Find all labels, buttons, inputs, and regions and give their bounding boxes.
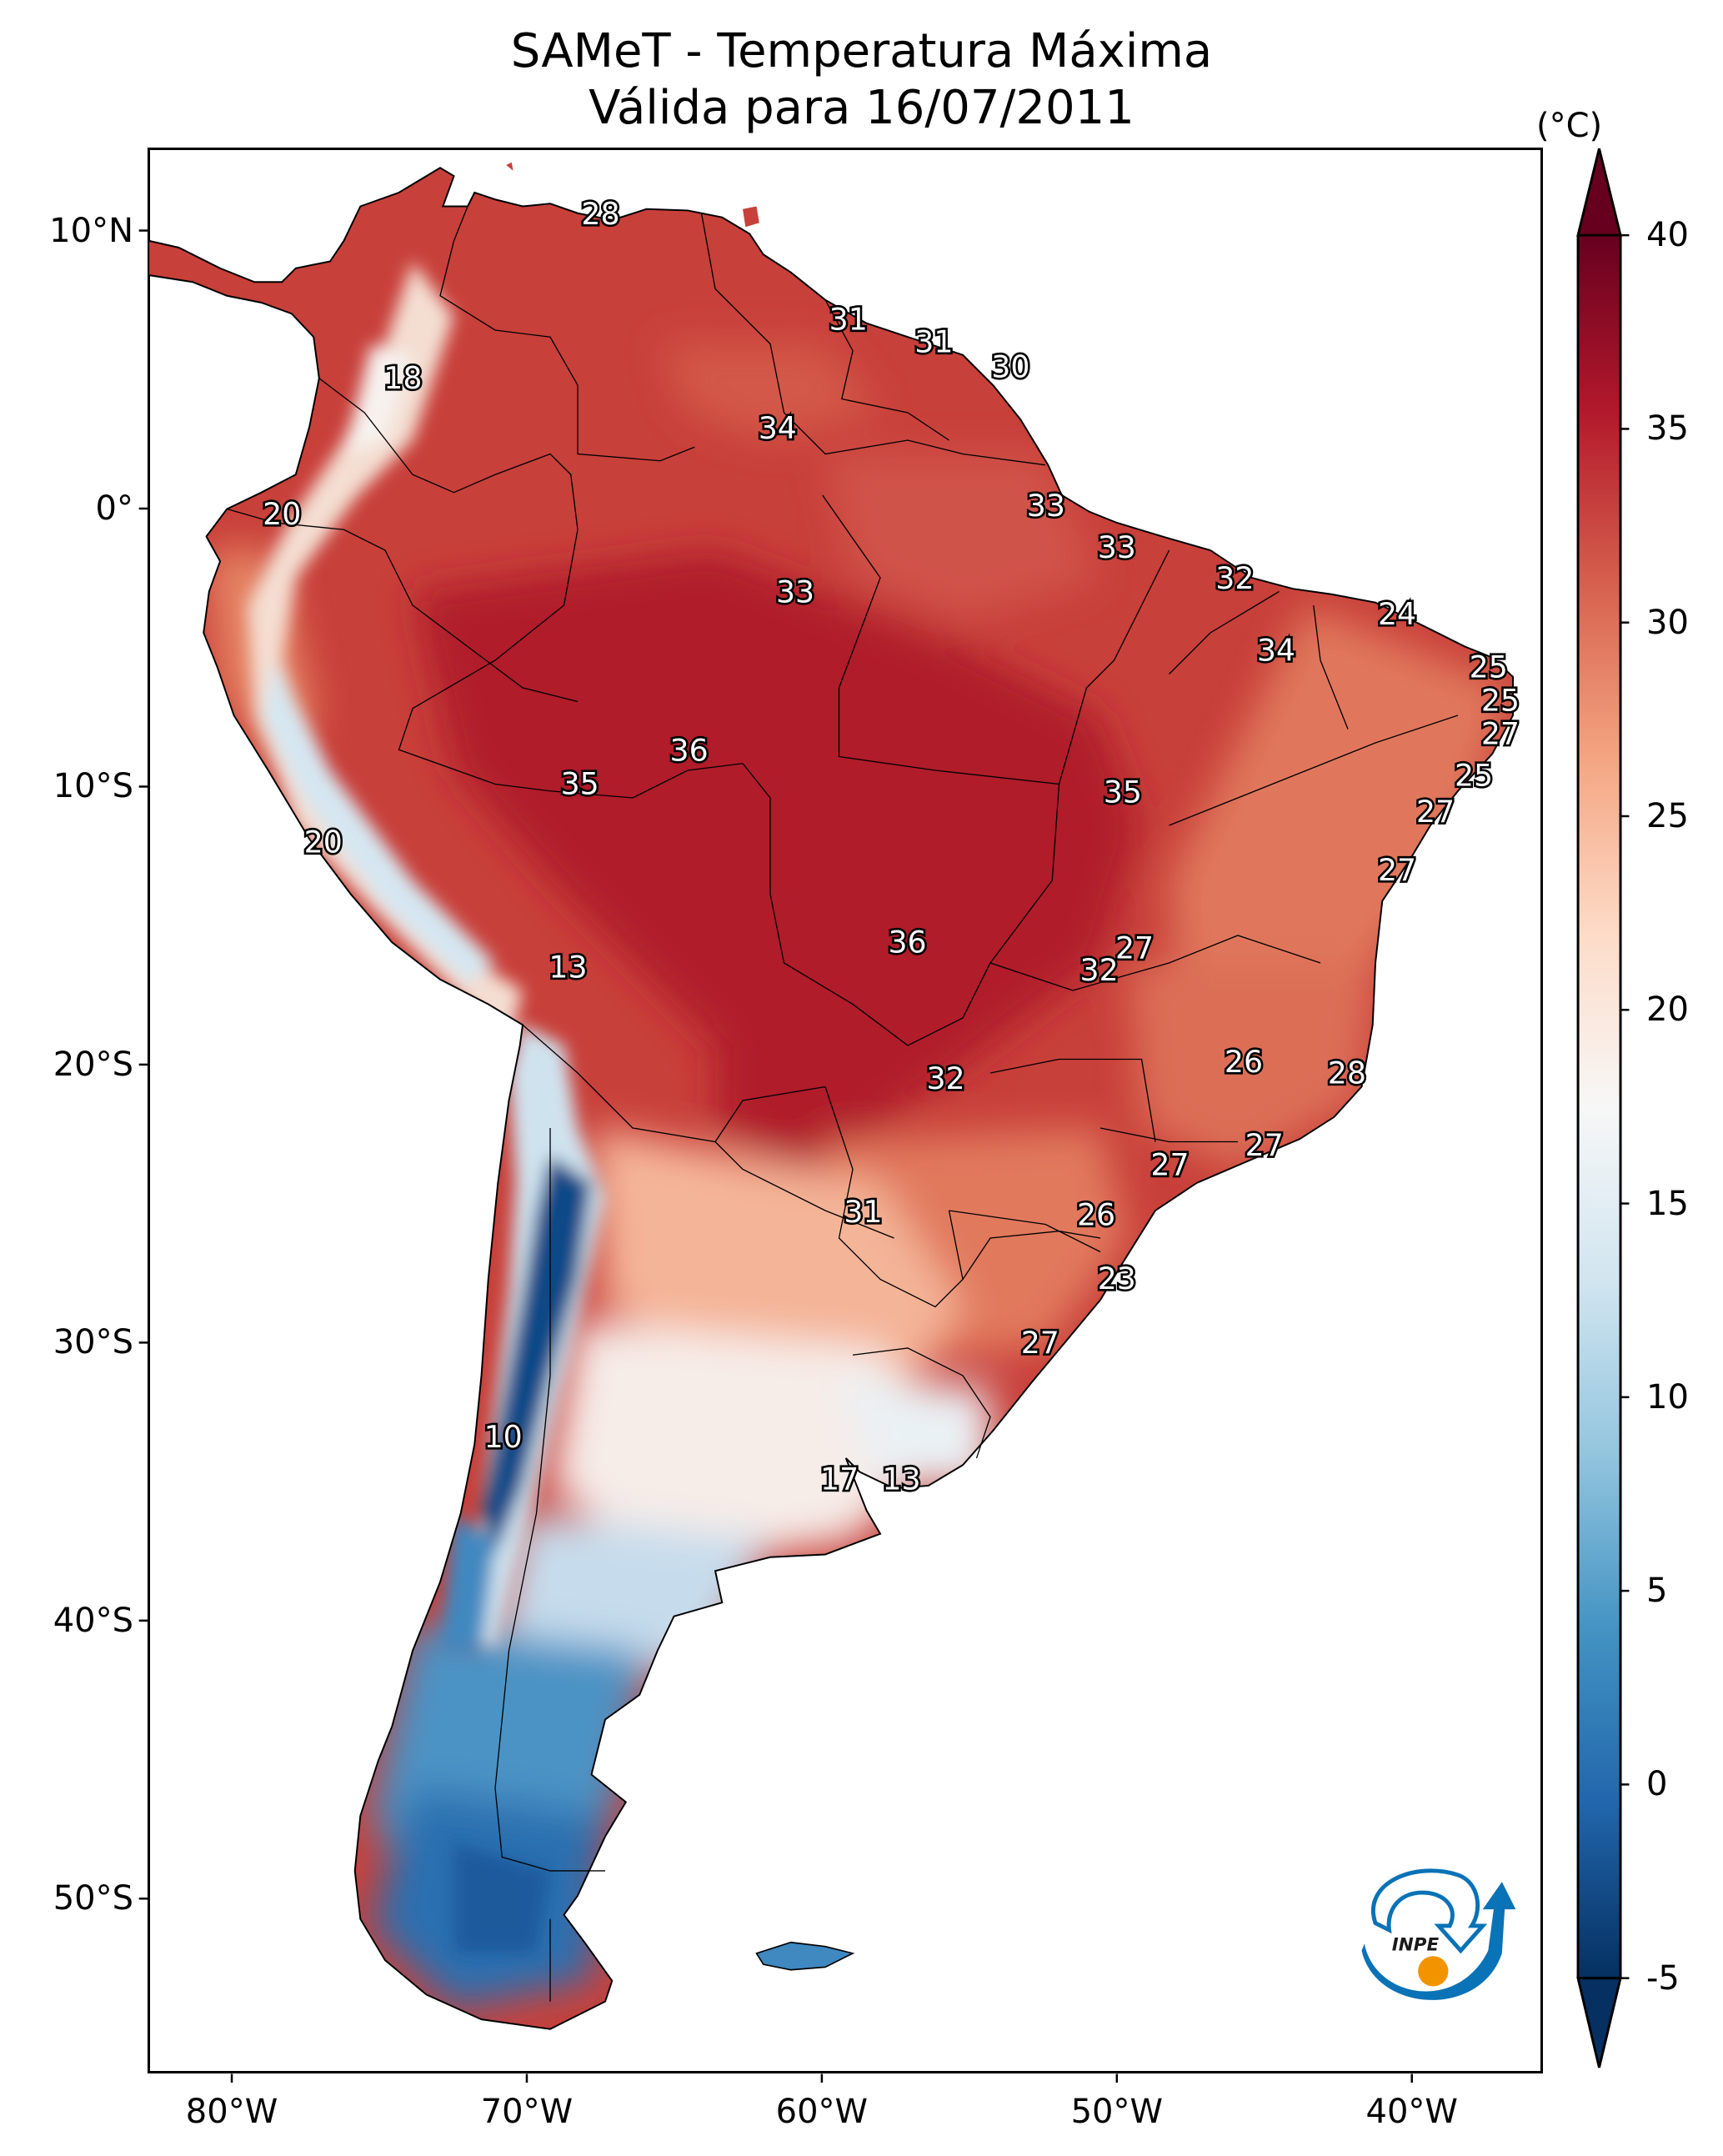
- temperature-label: 28: [581, 196, 619, 232]
- temperature-label: 27: [1416, 794, 1455, 830]
- temperature-label: 25: [1470, 649, 1508, 685]
- lat-tick-label: 10°S: [53, 767, 133, 806]
- inpe-logo-text: INPE: [1392, 1935, 1440, 1956]
- temperature-label: 33: [1098, 529, 1136, 565]
- temperature-label: 18: [383, 360, 422, 396]
- colorbar-tick-label: 20: [1646, 990, 1689, 1030]
- temperature-label: 30: [991, 348, 1029, 384]
- temperature-label: 36: [888, 925, 926, 960]
- temperature-label: 35: [1104, 775, 1142, 810]
- colorbar-tick-label: 10: [1646, 1377, 1689, 1416]
- colorbar-tick-label: 5: [1646, 1572, 1668, 1611]
- lat-tick-label: 20°S: [53, 1045, 133, 1084]
- temperature-label: 28: [1328, 1055, 1366, 1091]
- lon-tick-label: 80°W: [185, 2093, 278, 2131]
- temperature-label: 24: [1378, 596, 1416, 632]
- temperature-label: 32: [1079, 952, 1118, 988]
- temperature-label: 27: [1245, 1127, 1284, 1163]
- temperature-label: 33: [1027, 488, 1065, 524]
- temperature-label: 10: [484, 1419, 523, 1455]
- temperature-label: 20: [304, 825, 343, 860]
- temperature-label: 25: [1481, 683, 1520, 719]
- inpe-logo: INPE: [1361, 1868, 1516, 2000]
- temperature-label: 34: [759, 410, 797, 446]
- lon-tick-label: 50°W: [1070, 2093, 1164, 2131]
- temperature-label: 34: [1257, 633, 1295, 669]
- temperature-label: 31: [829, 302, 868, 338]
- lat-tick-label: 50°S: [53, 1879, 133, 1918]
- temperature-label: 31: [914, 323, 953, 359]
- colorbar: [1576, 148, 1630, 2068]
- temperature-label: 33: [776, 574, 814, 610]
- temperature-field: [148, 162, 1514, 2029]
- colorbar-tick-label: 40: [1646, 216, 1689, 255]
- temperature-label: 32: [926, 1060, 964, 1096]
- temperature-label: 20: [263, 496, 301, 532]
- temperature-label: 13: [882, 1461, 920, 1497]
- colorbar-tick-label: 35: [1646, 409, 1689, 449]
- lat-tick-label: 10°N: [49, 211, 133, 250]
- temperature-label: 26: [1225, 1044, 1263, 1080]
- chart-title-line-2: Válida para 16/07/2011: [589, 81, 1134, 135]
- lat-tick-label: 0°: [95, 489, 133, 528]
- colorbar-tick-label: 15: [1646, 1184, 1689, 1223]
- temperature-label: 25: [1455, 758, 1493, 794]
- colorbar-tick-label: 0: [1646, 1765, 1668, 1804]
- lat-tick-label: 30°S: [53, 1323, 133, 1362]
- colorbar-tick-label: -5: [1646, 1958, 1680, 1998]
- temperature-label: 36: [670, 733, 709, 769]
- temperature-label: 27: [1378, 852, 1416, 888]
- temperature-label: 27: [1021, 1325, 1059, 1361]
- temperature-label: 27: [1481, 716, 1520, 752]
- colorbar-tick-label: 25: [1646, 797, 1689, 835]
- temperature-label: 31: [844, 1194, 882, 1230]
- lon-tick-label: 70°W: [480, 2093, 573, 2131]
- temperature-label: 23: [1098, 1261, 1136, 1296]
- lon-tick-label: 40°W: [1365, 2093, 1458, 2131]
- temperature-label: 26: [1077, 1196, 1115, 1232]
- lon-tick-label: 60°W: [775, 2093, 869, 2131]
- chart-title-line-1: SAMeT - Temperatura Máxima: [510, 24, 1213, 78]
- temperature-label: 13: [548, 950, 587, 985]
- colorbar-unit-label: (°C): [1536, 107, 1603, 145]
- temperature-label: 32: [1215, 560, 1254, 596]
- temperature-label: 27: [1150, 1146, 1189, 1182]
- temperature-label: 17: [820, 1461, 859, 1497]
- lat-tick-label: 40°S: [53, 1601, 133, 1640]
- temperature-label: 35: [561, 766, 599, 802]
- temperature-label: 27: [1115, 930, 1154, 965]
- country-borders: [227, 206, 1459, 2002]
- colorbar-tick-label: 30: [1646, 603, 1689, 642]
